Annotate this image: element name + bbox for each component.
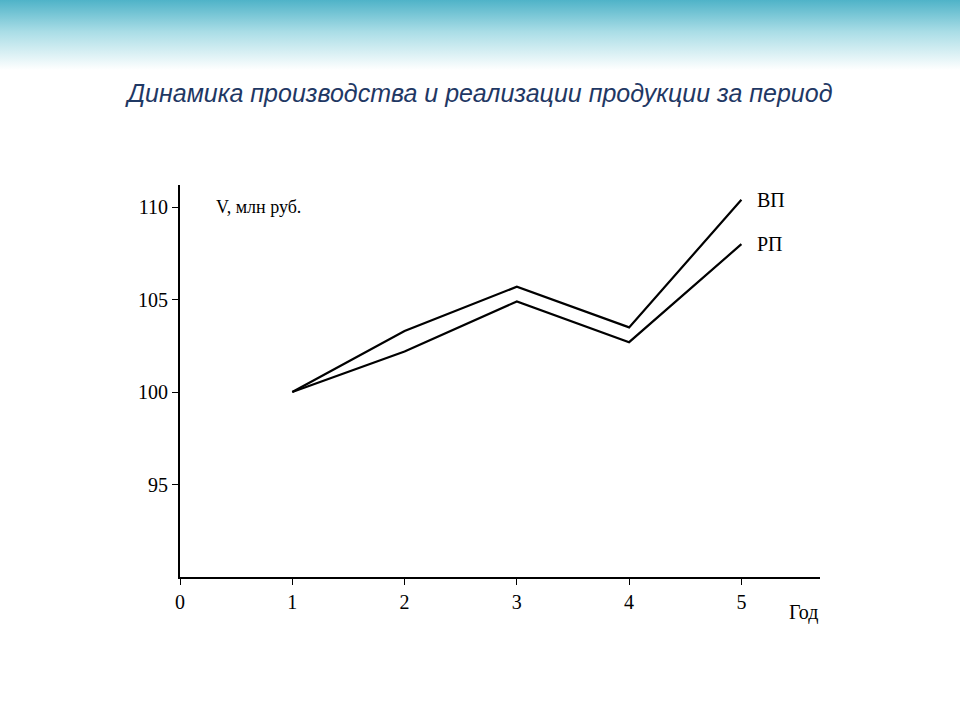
svg-text:3: 3 [512, 591, 522, 613]
svg-text:5: 5 [736, 591, 746, 613]
svg-text:РП: РП [757, 233, 783, 255]
svg-text:ВП: ВП [757, 189, 785, 211]
svg-text:105: 105 [138, 289, 168, 311]
svg-text:Год: Год [789, 601, 818, 624]
svg-text:0: 0 [175, 591, 185, 613]
svg-text:V, млн руб.: V, млн руб. [216, 197, 301, 217]
svg-text:2: 2 [400, 591, 410, 613]
svg-text:100: 100 [138, 381, 168, 403]
svg-text:Динамика производства и реализ: Динамика производства и реализации проду… [125, 79, 833, 107]
svg-text:95: 95 [148, 474, 168, 496]
svg-text:110: 110 [139, 196, 168, 218]
svg-text:4: 4 [624, 591, 634, 613]
svg-text:1: 1 [287, 591, 297, 613]
